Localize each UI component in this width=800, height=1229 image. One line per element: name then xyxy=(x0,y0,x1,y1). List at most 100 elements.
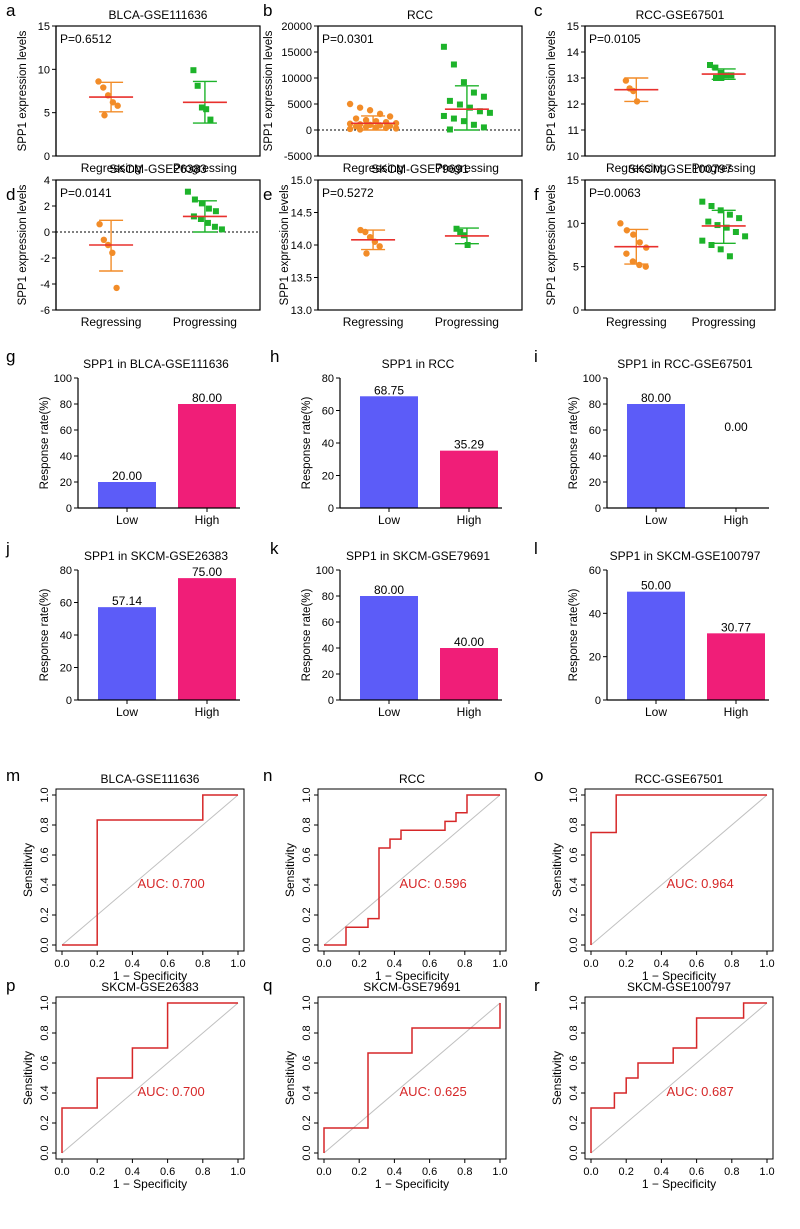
y-tick-label: 0.0 xyxy=(301,1145,313,1160)
x-tick-label: 0.4 xyxy=(387,958,402,970)
data-point xyxy=(366,107,374,114)
data-point xyxy=(476,108,483,115)
y-tick-label: 2 xyxy=(44,201,50,213)
y-tick-label: 40 xyxy=(322,438,334,450)
y-tick-label: 40 xyxy=(589,608,601,620)
x-category-label: Low xyxy=(116,705,138,719)
data-point xyxy=(346,125,354,133)
panel-letter: p xyxy=(6,976,15,995)
data-point xyxy=(363,250,370,257)
y-tick-label: 0.2 xyxy=(568,1115,580,1130)
y-tick-label: 20000 xyxy=(281,21,312,33)
y-axis-label: SPP1 expression levels xyxy=(546,30,558,151)
y-tick-label: 0.8 xyxy=(568,817,580,832)
y-axis-label: SPP1 expression levels xyxy=(279,184,291,305)
y-tick-label: 1.0 xyxy=(568,995,580,1010)
y-tick-label: 20 xyxy=(589,477,601,489)
x-category-label: Progressing xyxy=(692,161,756,175)
plot-title: SPP1 in RCC xyxy=(382,357,455,371)
data-point xyxy=(366,234,374,241)
y-tick-label: 1.0 xyxy=(301,995,313,1010)
data-point xyxy=(726,211,733,218)
data-point xyxy=(622,77,630,84)
roc-curve xyxy=(590,1002,767,1153)
panel-letter: q xyxy=(263,976,272,995)
x-category-label: High xyxy=(195,705,220,719)
auc-label: AUC: 0.625 xyxy=(400,1084,467,1099)
bar-plot-g: 0 20 40 60 80 100 SPP1 in BLCA-GSE111636 Respon… xyxy=(39,357,240,527)
data-point xyxy=(708,203,715,209)
y-tick-label: 20 xyxy=(60,477,72,489)
y-axis-label: SPP1 expression levels xyxy=(17,184,29,305)
plot-title: SKCM-GSE79691 xyxy=(363,980,461,994)
x-tick-label: 0.8 xyxy=(457,1166,472,1178)
plot-title: SPP1 in SKCM-GSE100797 xyxy=(610,549,761,563)
x-tick-label: 0.4 xyxy=(125,958,140,970)
y-tick-label: 0.4 xyxy=(39,877,51,892)
y-tick-label: 0.6 xyxy=(301,1055,313,1070)
data-point xyxy=(712,64,719,71)
plot-frame xyxy=(317,788,507,952)
y-tick-label: 0.4 xyxy=(568,877,580,892)
y-tick-label: 0.6 xyxy=(568,1055,580,1070)
y-tick-label: 0.6 xyxy=(301,847,313,862)
x-tick-label: 0.2 xyxy=(90,958,105,970)
y-tick-label: 20 xyxy=(589,652,601,664)
data-point xyxy=(113,284,120,292)
plot-title: RCC xyxy=(407,8,433,22)
panel-letter: c xyxy=(534,1,543,20)
x-tick-label: 0.0 xyxy=(316,1166,331,1178)
y-tick-label: 0.6 xyxy=(39,847,51,862)
y-tick-label: 0.2 xyxy=(301,907,313,922)
y-tick-label: 10 xyxy=(567,151,579,163)
data-point xyxy=(197,216,204,222)
data-point xyxy=(728,72,735,79)
y-tick-label: 15 xyxy=(567,21,579,33)
data-point xyxy=(211,223,218,230)
data-point xyxy=(717,69,724,76)
dot-plot-a: 0 5 10 15 BLCA-GSE111636 P=0.6512 SPP1 express… xyxy=(17,8,261,175)
bar-plot-h: 0 20 40 60 80 SPP1 in RCC Response rate(%) 68.7… xyxy=(301,357,502,527)
data-point xyxy=(392,125,400,132)
panel-letter: o xyxy=(534,766,543,785)
x-tick-label: 0.6 xyxy=(160,958,175,970)
p-value-label: P=0.0063 xyxy=(589,186,641,200)
auc-label: AUC: 0.687 xyxy=(667,1084,734,1099)
x-category-label: Low xyxy=(378,513,400,527)
x-category-label: Regressing xyxy=(343,161,404,175)
data-point xyxy=(356,104,364,111)
data-point xyxy=(636,261,643,269)
data-point xyxy=(190,67,197,74)
y-tick-label: 14 xyxy=(567,47,579,59)
y-tick-label: 60 xyxy=(322,406,334,418)
y-tick-label: 0.8 xyxy=(39,1025,51,1040)
x-category-label: Progressing xyxy=(692,315,756,329)
panel-letter: a xyxy=(6,1,16,20)
y-tick-label: 5000 xyxy=(288,99,312,111)
y-tick-label: 0.2 xyxy=(39,907,51,922)
bar xyxy=(440,450,498,508)
x-tick-label: 0.8 xyxy=(195,958,210,970)
x-tick-label: 0.4 xyxy=(125,1166,140,1178)
plot-title: BLCA-GSE111636 xyxy=(101,772,200,786)
data-point xyxy=(191,196,198,203)
data-point xyxy=(392,120,400,127)
plot-title: SPP1 in SKCM-GSE26383 xyxy=(84,549,228,563)
x-category-label: High xyxy=(457,705,482,719)
data-point xyxy=(723,72,730,79)
panel-letter: l xyxy=(534,539,538,558)
bar-value-label: 80.00 xyxy=(641,391,671,405)
y-tick-label: 60 xyxy=(60,425,72,437)
data-point xyxy=(718,75,725,81)
data-point xyxy=(726,253,733,260)
y-tick-label: 0 xyxy=(306,125,312,137)
x-tick-label: 0.0 xyxy=(583,958,598,970)
y-tick-label: 10 xyxy=(38,64,50,76)
data-point xyxy=(623,250,630,257)
bar-value-label: 68.75 xyxy=(374,383,404,397)
y-tick-label: 1.0 xyxy=(568,787,580,802)
p-value-label: P=0.0301 xyxy=(322,32,374,46)
roc-plot-r: SKCM-GSE100797 0.00.0 0.2 0.2 0.4 0.4 0.6 0.6 0.… xyxy=(550,980,775,1191)
y-tick-label: 0.8 xyxy=(301,1025,313,1040)
y-tick-label: 12 xyxy=(567,99,579,111)
